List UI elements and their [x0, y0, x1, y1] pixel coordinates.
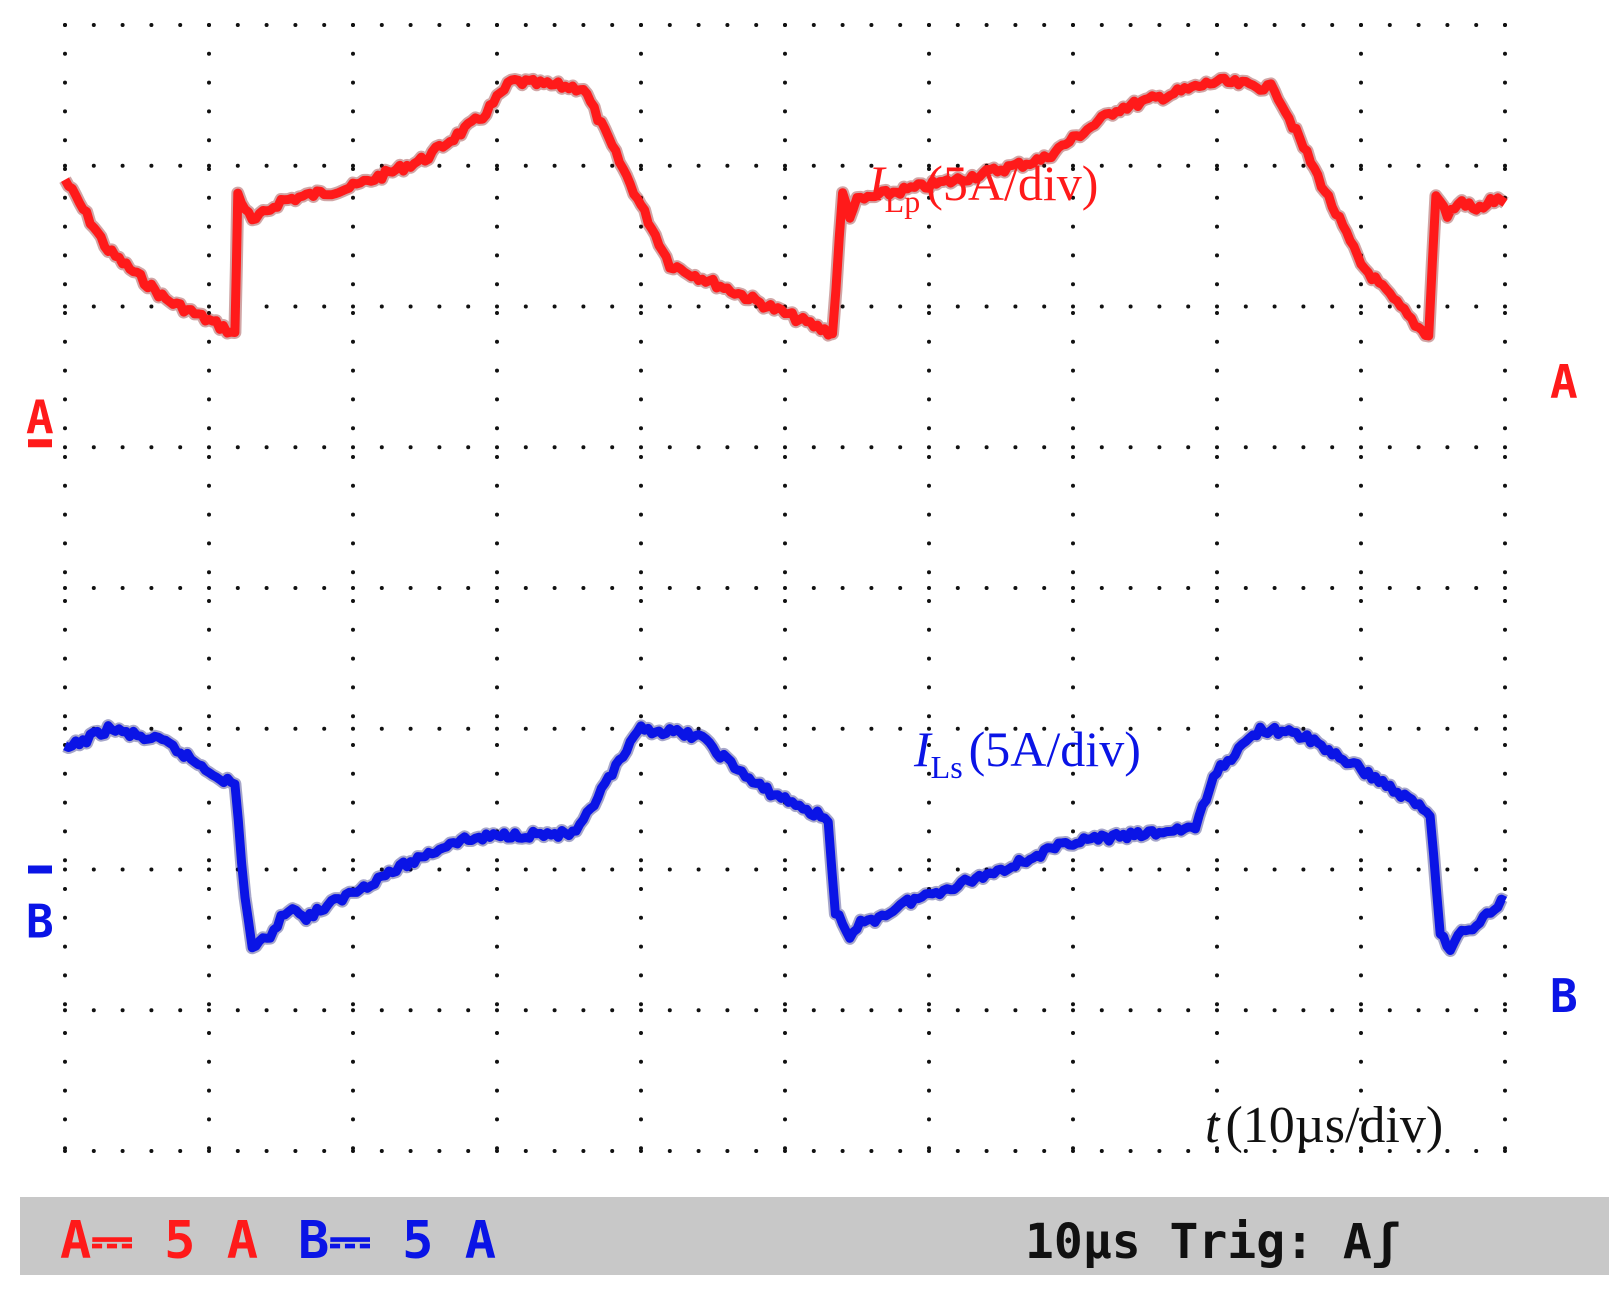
channel-a-scale: A⎓ 5 A — [60, 1211, 258, 1271]
time-axis-label: t (10µs/div) — [1205, 1097, 1443, 1154]
status-bar — [20, 1197, 1609, 1275]
channel-marker-bar-a — [28, 439, 52, 448]
channel-marker-bar-b — [28, 865, 52, 874]
channel-b-scale: B⎓ 5 A — [298, 1211, 496, 1271]
trace-end-label-b: B — [1550, 969, 1578, 1023]
series-label-ilp: ILp (5A/div) — [867, 155, 1098, 219]
channel-markers: AB — [26, 390, 54, 948]
series-label-ils: ILs (5A/div) — [913, 721, 1141, 785]
trace-end-label-a: A — [1550, 355, 1578, 409]
timebase-trigger: 10µs Trig: Aʃ — [1025, 1214, 1401, 1270]
channel-marker-a: A — [26, 390, 54, 444]
trace-i-ls — [63, 721, 1508, 955]
grid — [63, 23, 1507, 1153]
trace-i-lp — [61, 73, 1508, 341]
traces — [59, 71, 1509, 957]
channel-marker-b: B — [26, 895, 54, 949]
